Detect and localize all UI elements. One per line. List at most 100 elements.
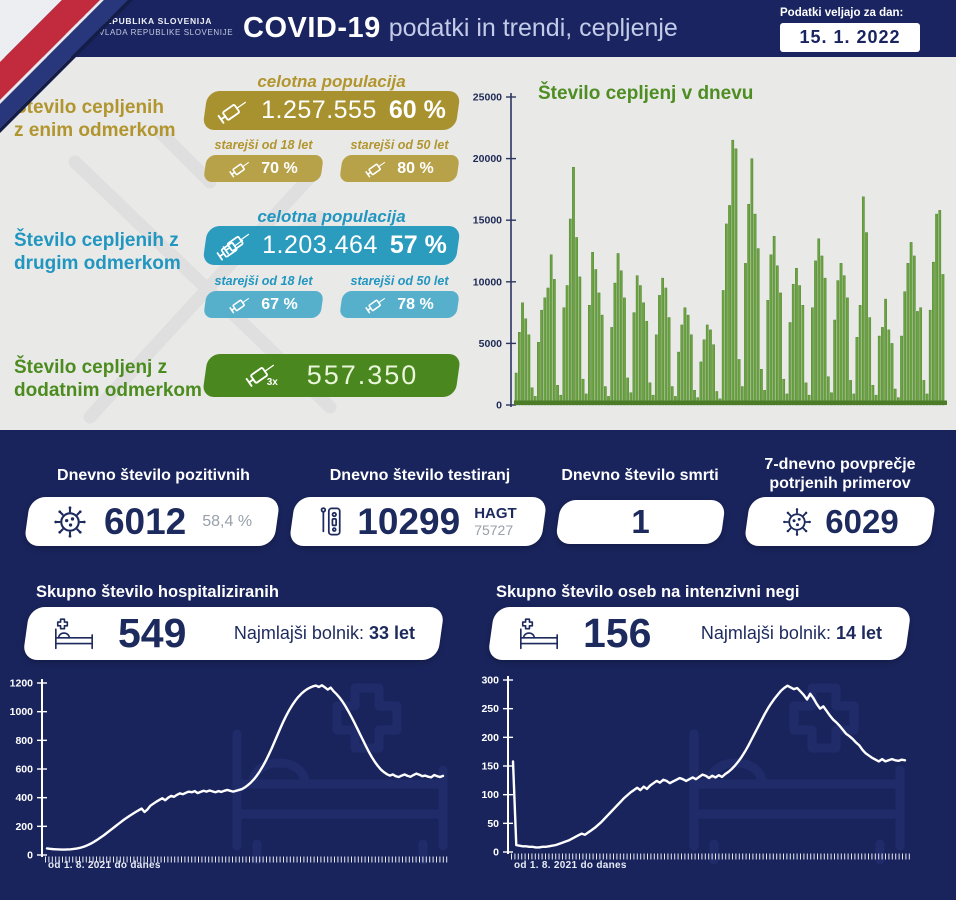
second-dose-over18-pill: 67 % [203,291,324,318]
booster-badge: 3x [266,376,278,388]
booster-count: 557.350 [306,360,419,390]
virus-icon [783,507,812,536]
svg-text:10000: 10000 [473,276,502,288]
positives-value: 6012 [103,500,187,542]
second-dose-count: 1.203.464 [262,231,378,259]
hospitalized-card: 549 Najmlajši bolnik: 33 let [22,607,445,660]
svg-text:15000: 15000 [473,215,502,227]
second-dose-percent: 57 % [389,231,447,259]
second-dose-pill: 1.203.464 57 % [202,226,461,265]
first-dose-population-label: celotna populacija [257,72,406,91]
booster-title-line2: dodatnim odmerkom [14,380,202,401]
second-dose-over50-pill: 78 % [339,291,460,318]
svg-text:200: 200 [15,821,33,833]
first-dose-over18-pill: 70 % [203,155,324,182]
second-dose-title: Število cepljenih z drugim odmerkom [14,229,224,275]
test-kit-icon [320,507,341,536]
org-line2: VLADA REPUBLIKE SLOVENIJE [99,28,234,37]
first-dose-over18-label: starejši od 18 let [214,138,313,152]
tests-tag-value: 75727 [474,521,514,538]
avg-card-title: 7-dnevno povprečje potrjenih primerov [740,455,940,493]
icu-axis-note: od 1. 8. 2021 do danes [514,860,627,871]
org-line1: REPUBLIKA SLOVENIJA [99,16,213,26]
svg-text:50: 50 [487,818,499,830]
first-dose-title-line2: z enim odmerkom [14,120,176,141]
first-dose-count: 1.257.555 [261,96,377,124]
hospitalized-line-chart: 0 200 400 600 800 1000 1200 [10,678,448,863]
daily-stats-section: Dnevno število pozitivnih [0,430,956,900]
first-dose-pill: 1.257.555 60 % [202,91,461,130]
svg-text:25000: 25000 [473,92,502,104]
tests-card-title: Dnevno število testiranj [329,467,511,484]
header-bar: REPUBLIKA SLOVENIJA VLADA REPUBLIKE SLOV… [0,0,956,57]
hospital-bed-icon [520,617,558,649]
syringe-icon [229,162,250,178]
booster-pill: 3x 557.350 [201,354,462,397]
syringe-icon [217,101,247,124]
svg-text:20000: 20000 [473,153,502,165]
hospital-bed-watermark [689,683,905,865]
svg-text:200: 200 [481,732,499,744]
flag-ribbon-decoration [0,0,133,133]
first-dose-percent: 60 % [388,96,446,124]
second-dose-over50-percent: 78 % [397,295,434,313]
icu-note: Najmlajši bolnik: 14 let [701,623,882,644]
icu-value: 156 [583,610,652,656]
hospitalized-axis-note: od 1. 8. 2021 do danes [48,860,161,871]
second-dose-over18-percent: 67 % [261,295,298,313]
page-title-strong: COVID-19 [243,12,381,44]
avg-value: 6029 [825,502,899,540]
second-dose-title-line1: Število cepljenih z [14,230,179,251]
svg-text:0: 0 [496,400,502,412]
daily-vaccinations-bar-chart: 0 5000 10000 15000 20000 25000 [473,92,947,412]
page-title: COVID-19 podatki in trendi, cepljenje [243,0,678,57]
icu-line-chart: 0 50 100 150 200 250 300 [481,675,910,860]
svg-text:1200: 1200 [10,678,34,690]
first-dose-title-line1: Število cepljenih [14,97,164,118]
svg-text:400: 400 [15,792,33,804]
virus-icon [54,505,86,538]
avg-card: 6029 [743,497,937,546]
hospitalized-note-value: 33 let [368,623,415,643]
svg-text:1000: 1000 [10,706,34,718]
vaccination-section: Število cepljenih z enim odmerkom celotn… [0,57,956,430]
icu-note-label: Najmlajši bolnik: [700,623,831,643]
svg-text:5000: 5000 [479,338,503,350]
icu-title: Skupno število oseb na intenzivni negi [496,583,800,601]
svg-text:800: 800 [15,735,33,747]
icu-note-value: 14 let [835,623,882,643]
tests-value: 10299 [357,500,461,542]
daily-vaccinations-chart-title: Število cepljenj v dnevu [538,83,754,104]
svg-text:250: 250 [481,703,499,715]
hospitalized-value: 549 [118,610,187,656]
tests-card: 10299 HAGT 75727 [288,497,548,546]
second-dose-over50-label: starejši od 50 let [350,274,449,288]
org-name: REPUBLIKA SLOVENIJA VLADA REPUBLIKE SLOV… [99,15,233,39]
positives-card-title: Dnevno število pozitivnih [57,467,250,484]
hospital-bed-icon [55,617,93,649]
hospitalized-note-label: Najmlajši bolnik: [233,623,364,643]
syringe-icon [365,162,386,178]
date-label: Podatki veljajo za dan: [780,7,904,19]
first-dose-over50-percent: 80 % [397,159,434,177]
svg-text:150: 150 [481,761,499,773]
avg-card-title-line2: potrjenih primerov [769,475,911,492]
first-dose-over50-pill: 80 % [339,155,460,182]
second-dose-over18-label: starejši od 18 let [214,274,313,288]
second-dose-title-line2: drugim odmerkom [14,253,181,274]
hospitalized-title: Skupno število hospitaliziranih [36,583,279,601]
first-dose-over18-percent: 70 % [261,159,298,177]
deaths-value: 1 [631,503,650,540]
booster-title-line1: Število cepljenj z [14,357,168,378]
first-dose-title: Število cepljenih z enim odmerkom [14,96,214,142]
icu-card: 156 Najmlajši bolnik: 14 let [487,607,912,660]
svg-text:300: 300 [481,675,499,687]
svg-text:600: 600 [15,764,33,776]
syringe-icon [229,298,250,314]
deaths-card: 1 [554,500,727,544]
second-dose-population-label: celotna populacija [257,207,406,226]
booster-title: Število cepljenj z dodatnim odmerkom [14,356,224,402]
svg-text:0: 0 [27,850,33,862]
hospitalized-note: Najmlajši bolnik: 33 let [234,623,415,644]
